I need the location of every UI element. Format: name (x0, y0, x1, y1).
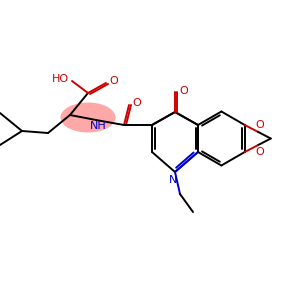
Text: NH: NH (90, 121, 106, 131)
Text: O: O (133, 98, 141, 108)
Text: N: N (169, 175, 177, 185)
Text: O: O (255, 147, 264, 157)
Ellipse shape (61, 103, 116, 133)
Text: O: O (180, 86, 188, 96)
Text: O: O (255, 120, 264, 130)
Text: HO: HO (51, 74, 69, 84)
Text: O: O (110, 76, 118, 86)
